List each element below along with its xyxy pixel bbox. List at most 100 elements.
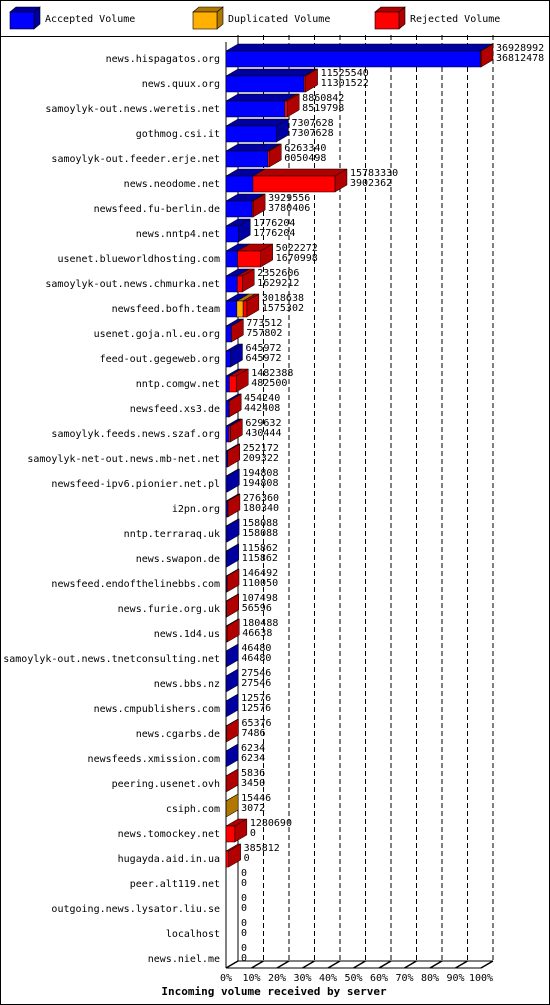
total-label: 1280690 xyxy=(250,818,292,829)
accepted-label: 482500 xyxy=(251,378,287,389)
bar-segment xyxy=(228,368,250,393)
bar-side xyxy=(226,643,239,668)
category-label: news.niel.me xyxy=(148,954,220,965)
category-label: newsfeed.fu-berlin.de xyxy=(94,204,220,215)
bar-side xyxy=(228,843,241,868)
bar-front xyxy=(236,275,243,293)
bar-front xyxy=(225,400,230,418)
bar-front xyxy=(225,300,238,318)
bar-front xyxy=(225,425,230,443)
bar-segment xyxy=(303,68,319,93)
category-label: usenet.blueworldhosting.com xyxy=(57,254,220,265)
accepted-label: 1575302 xyxy=(262,303,304,314)
bar-side xyxy=(226,618,240,643)
bar-front xyxy=(252,175,336,193)
accepted-label: 6050498 xyxy=(284,153,326,164)
bar-front xyxy=(229,375,237,393)
bar-top xyxy=(225,43,494,52)
accepted-label: 8519798 xyxy=(302,103,344,114)
bar-segment xyxy=(266,143,283,168)
accepted-label: 115862 xyxy=(242,553,278,564)
total-label: 15446 xyxy=(241,793,271,804)
bar-segment xyxy=(225,818,248,843)
category-label: nntp.comgw.net xyxy=(136,379,220,390)
accepted-label: 0 xyxy=(241,928,247,939)
category-label: peer.alt119.net xyxy=(130,879,220,890)
bar-front xyxy=(242,300,248,318)
x-tick xyxy=(429,960,443,969)
category-label: news.neodome.net xyxy=(124,179,220,190)
bar-front xyxy=(225,150,269,168)
bar-front xyxy=(225,175,254,193)
category-label: news.1d4.us xyxy=(154,629,220,640)
category-label: newsfeed.endofthelinebbs.com xyxy=(51,579,220,590)
bar-segment xyxy=(225,518,241,543)
bar-side xyxy=(225,793,239,818)
accepted-label: 645972 xyxy=(245,353,281,364)
bar-segment xyxy=(225,693,240,718)
bar-front xyxy=(228,425,231,443)
legend-label: Duplicated Volume xyxy=(228,14,330,25)
total-label: 6263340 xyxy=(284,143,326,154)
category-label: peering.usenet.ovh xyxy=(112,779,220,790)
bar-segment xyxy=(225,218,252,243)
total-label: 194808 xyxy=(242,468,278,479)
bar-segment xyxy=(225,568,240,593)
accepted-label: 12576 xyxy=(241,703,271,714)
accepted-label: 0 xyxy=(241,953,247,964)
bar-segment xyxy=(283,93,301,118)
bar-segment xyxy=(225,668,240,693)
bar-front xyxy=(225,225,239,243)
bar-segment xyxy=(236,268,256,293)
bar-segment xyxy=(225,543,240,568)
accepted-label: 46480 xyxy=(241,653,271,664)
category-label: samoylyk-out.feeder.erje.net xyxy=(51,154,220,165)
bar-front xyxy=(479,50,482,68)
bar-segment xyxy=(225,68,317,93)
category-label: news.quux.org xyxy=(142,79,220,90)
category-label: i2pn.org xyxy=(172,504,220,515)
total-label: 107498 xyxy=(242,593,278,604)
bar-side xyxy=(226,593,239,618)
x-tick-label: 70% xyxy=(395,973,413,984)
legend-swatch xyxy=(374,6,406,30)
category-label: news.hispagatos.org xyxy=(106,54,220,65)
x-tick xyxy=(327,960,341,969)
category-label: newsfeed.bofh.team xyxy=(112,304,220,315)
bar-side xyxy=(225,768,239,793)
bar-front xyxy=(225,325,232,343)
bar-segment xyxy=(225,593,240,618)
total-label: 1482388 xyxy=(251,368,293,379)
total-label: 3929556 xyxy=(268,193,310,204)
total-label: 36928992 xyxy=(496,43,544,54)
x-tick-label: 100% xyxy=(469,973,493,984)
x-tick xyxy=(455,960,468,969)
bar-front xyxy=(225,125,277,143)
category-label: feed-out.gegeweb.org xyxy=(100,354,220,365)
category-label: samoylyk-net-out.news.mb-net.net xyxy=(27,454,220,465)
total-label: 645972 xyxy=(245,343,281,354)
bar-front xyxy=(284,100,288,118)
x-tick xyxy=(353,960,366,969)
bar-segment xyxy=(228,418,244,443)
category-label: usenet.goja.nl.eu.org xyxy=(94,329,220,340)
accepted-label: 180340 xyxy=(243,503,279,514)
bar-front xyxy=(225,200,253,218)
bar-front xyxy=(225,475,228,493)
legend-label: Rejected Volume xyxy=(410,14,500,25)
category-label: csiph.com xyxy=(166,804,220,815)
total-label: 3018638 xyxy=(262,293,304,304)
total-label: 276360 xyxy=(243,493,279,504)
category-label: hugayda.aid.in.ua xyxy=(118,854,220,865)
accepted-label: 0 xyxy=(250,828,256,839)
category-label: gothmog.csi.it xyxy=(136,129,220,140)
x-axis-title: Incoming volume received by server xyxy=(161,985,387,998)
x-tick-label: 90% xyxy=(446,973,464,984)
bar-segment xyxy=(225,43,494,68)
bar-segment xyxy=(228,393,243,418)
total-label: 115862 xyxy=(242,543,278,554)
accepted-label: 11301522 xyxy=(321,78,369,89)
bar-segment xyxy=(242,293,260,318)
bar-side xyxy=(226,518,240,543)
legend-swatch-front xyxy=(192,11,218,30)
